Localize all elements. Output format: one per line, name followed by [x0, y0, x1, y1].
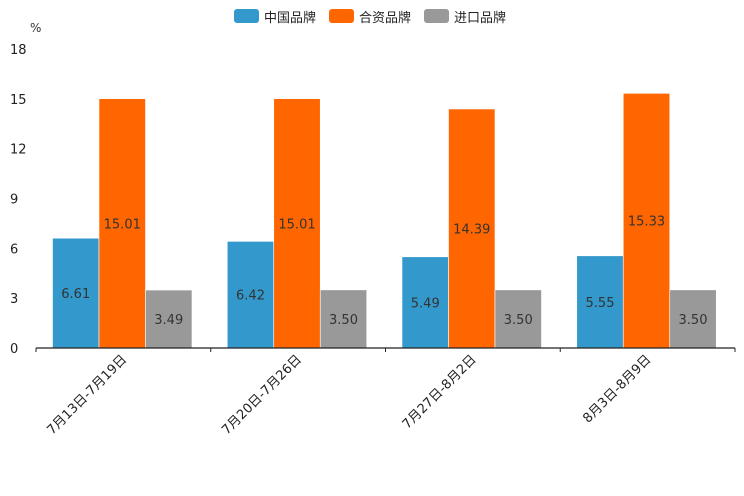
bar-value-label: 15.01	[104, 217, 141, 232]
bar	[576, 255, 624, 349]
bar	[273, 98, 321, 349]
bar	[319, 289, 368, 349]
bar	[98, 98, 146, 349]
y-tick-label: 3	[10, 292, 18, 307]
bar-value-label: 3.50	[329, 313, 358, 328]
y-tick-label: 9	[10, 193, 18, 208]
legend-label-import-brand: 进口品牌	[454, 10, 507, 26]
bar	[145, 289, 193, 349]
y-tick-label: 0	[10, 342, 18, 357]
x-tick-label: 7月27日-8月2日	[400, 352, 480, 432]
bar-value-label: 15.33	[628, 215, 665, 230]
x-axis: 7月13日-7月19日 7月20日-7月26日 7月27日-8月2日 8月3日-8月9…	[35, 347, 736, 438]
bar	[622, 93, 671, 349]
bar-value-label: 5.55	[586, 296, 615, 311]
y-tick-label: 6	[10, 242, 18, 257]
legend-label-joint-venture-brand: 合资品牌	[359, 10, 412, 26]
x-tick-label: 7月13日-7月19日	[44, 352, 130, 438]
bar	[494, 289, 542, 349]
y-tick-label: 18	[10, 43, 27, 58]
bar	[401, 256, 449, 349]
bar-value-label: 14.39	[453, 222, 490, 237]
x-tick-label: 7月20日-7月26日	[219, 352, 305, 438]
y-axis-unit-label: %	[30, 21, 42, 35]
bar-value-label: 15.01	[278, 217, 315, 232]
legend-swatch-import-brand	[424, 9, 449, 23]
bar	[669, 289, 717, 349]
legend-swatch-joint-venture-brand	[329, 9, 354, 23]
legend-item-joint-venture-brand[interactable]: 合资品牌	[329, 6, 411, 26]
x-tick-label: 8月3日-8月9日	[580, 352, 654, 426]
legend-label-china-brand: 中国品牌	[264, 10, 317, 26]
bar-value-label: 3.50	[679, 313, 708, 328]
legend: 中国品牌 合资品牌 进口品牌	[0, 6, 744, 26]
bar	[226, 241, 275, 349]
legend-item-china-brand[interactable]: 中国品牌	[234, 6, 316, 26]
bar-value-label: 6.42	[236, 289, 265, 304]
bar-value-label: 6.61	[61, 287, 90, 302]
y-tick-label: 12	[10, 143, 27, 158]
bars: 6.61 15.01 3.49 6.42 15.01 3.50 5.49 14.39 3.50 5…	[52, 93, 717, 349]
bar-value-label: 3.49	[154, 313, 183, 328]
bar-value-label: 3.50	[504, 313, 533, 328]
legend-swatch-china-brand	[234, 9, 259, 23]
legend-item-import-brand[interactable]: 进口品牌	[424, 6, 506, 26]
y-tick-label: 15	[10, 93, 27, 108]
bar-value-label: 5.49	[411, 296, 440, 311]
y-axis: 0 3 6 9 12 15 18	[10, 43, 27, 357]
